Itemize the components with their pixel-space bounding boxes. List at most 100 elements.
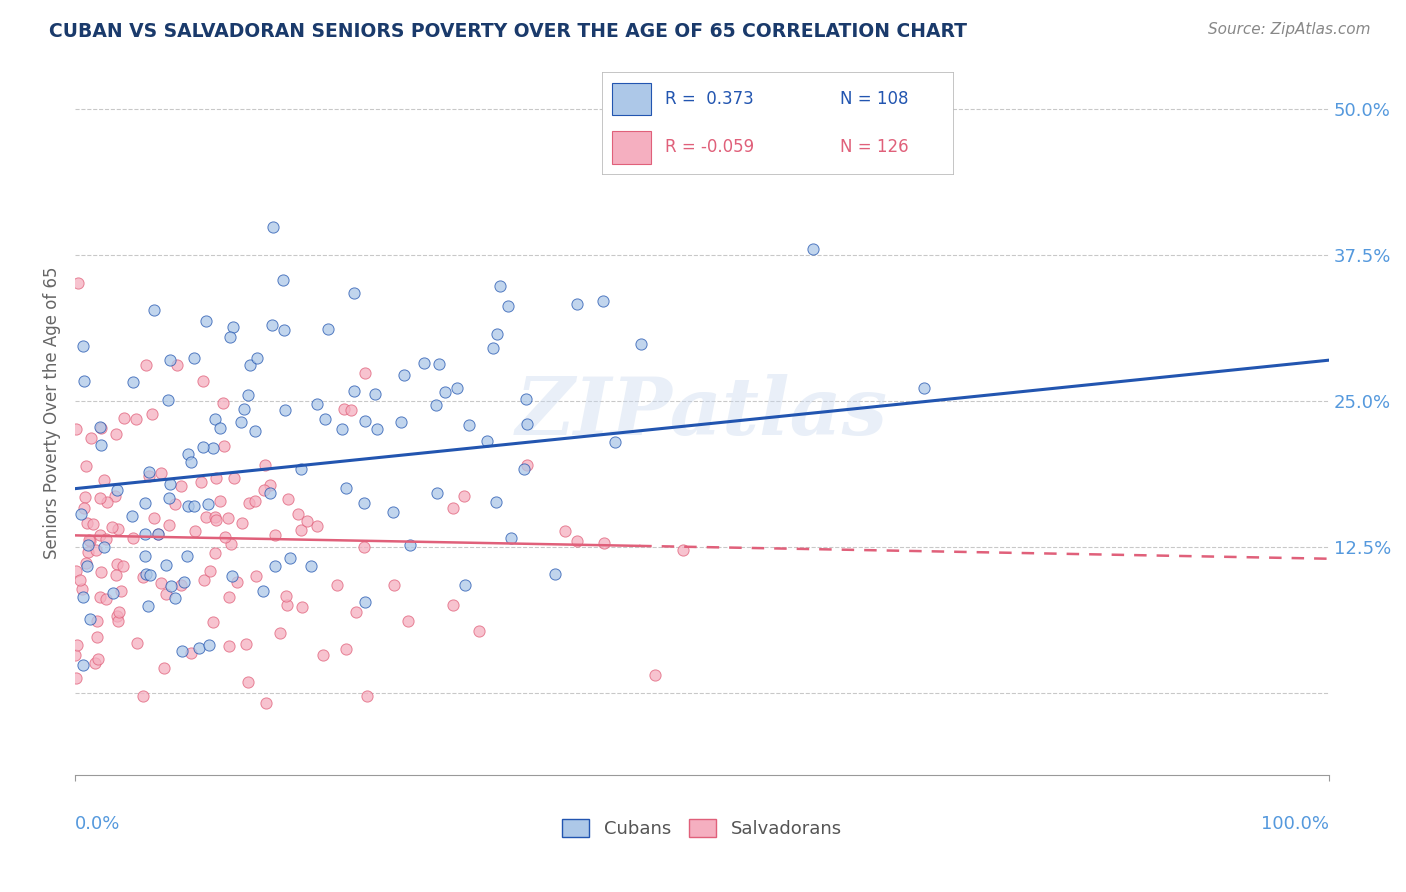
- Point: [318, 322, 340, 336]
- Point: [76, 558, 98, 573]
- Point: [221, 569, 243, 583]
- Point: [276, 599, 298, 613]
- Point: [149, 575, 172, 590]
- Point: [238, 496, 260, 510]
- Point: [94, 592, 117, 607]
- Point: [467, 624, 489, 638]
- Point: [90, 421, 112, 435]
- Point: [134, 526, 156, 541]
- Point: [335, 642, 357, 657]
- Point: [277, 491, 299, 506]
- Point: [191, 440, 214, 454]
- Point: [204, 471, 226, 485]
- Point: [392, 368, 415, 383]
- Point: [644, 667, 666, 681]
- Point: [112, 410, 135, 425]
- Point: [89, 590, 111, 604]
- Point: [605, 435, 627, 450]
- Point: [69, 574, 91, 588]
- Point: [204, 412, 226, 426]
- Point: [543, 566, 565, 581]
- Point: [139, 568, 162, 582]
- Point: [441, 598, 464, 612]
- Point: [80, 430, 103, 444]
- Point: [499, 531, 522, 545]
- Point: [107, 522, 129, 536]
- Point: [75, 490, 97, 504]
- Text: 0.0%: 0.0%: [75, 814, 121, 832]
- Point: [354, 366, 377, 380]
- Point: [142, 303, 165, 318]
- Point: [183, 351, 205, 365]
- Point: [271, 273, 294, 287]
- Point: [434, 384, 457, 399]
- Point: [89, 491, 111, 505]
- Point: [254, 697, 277, 711]
- Point: [446, 381, 468, 395]
- Point: [217, 511, 239, 525]
- Point: [264, 559, 287, 574]
- Point: [592, 294, 614, 309]
- Point: [66, 638, 89, 652]
- Point: [89, 527, 111, 541]
- Point: [672, 542, 695, 557]
- Point: [72, 591, 94, 605]
- Point: [201, 441, 224, 455]
- Point: [441, 500, 464, 515]
- Point: [65, 671, 87, 685]
- Point: [238, 674, 260, 689]
- Point: [427, 357, 450, 371]
- Point: [70, 507, 93, 521]
- Point: [191, 374, 214, 388]
- Point: [132, 689, 155, 703]
- Point: [218, 639, 240, 653]
- Point: [226, 574, 249, 589]
- Y-axis label: Seniors Poverty Over the Age of 65: Seniors Poverty Over the Age of 65: [44, 267, 60, 559]
- Point: [482, 341, 505, 355]
- Point: [515, 392, 537, 406]
- Point: [453, 489, 475, 503]
- Point: [90, 565, 112, 579]
- Point: [356, 690, 378, 704]
- Point: [353, 414, 375, 428]
- Point: [276, 589, 298, 603]
- Point: [314, 412, 336, 426]
- Text: 100.0%: 100.0%: [1261, 814, 1329, 832]
- Point: [912, 381, 935, 395]
- Point: [554, 524, 576, 538]
- Point: [567, 533, 589, 548]
- Point: [111, 558, 134, 573]
- Point: [86, 630, 108, 644]
- Point: [488, 279, 510, 293]
- Point: [89, 419, 111, 434]
- Point: [366, 422, 388, 436]
- Point: [233, 401, 256, 416]
- Point: [238, 388, 260, 402]
- Point: [142, 511, 165, 525]
- Point: [157, 491, 180, 506]
- Point: [208, 494, 231, 508]
- Point: [163, 591, 186, 606]
- Point: [134, 549, 156, 563]
- Point: [198, 638, 221, 652]
- Point: [148, 527, 170, 541]
- Point: [239, 358, 262, 372]
- Legend: Cubans, Salvadorans: Cubans, Salvadorans: [555, 812, 849, 846]
- Point: [156, 392, 179, 407]
- Point: [73, 375, 96, 389]
- Point: [194, 510, 217, 524]
- Point: [274, 402, 297, 417]
- Point: [65, 422, 87, 436]
- Point: [84, 656, 107, 670]
- Point: [205, 513, 228, 527]
- Point: [235, 637, 257, 651]
- Point: [291, 599, 314, 614]
- Point: [138, 469, 160, 483]
- Point: [262, 219, 284, 234]
- Point: [66, 277, 89, 291]
- Point: [63, 648, 86, 663]
- Point: [180, 646, 202, 660]
- Point: [396, 614, 419, 628]
- Point: [166, 358, 188, 372]
- Point: [76, 516, 98, 530]
